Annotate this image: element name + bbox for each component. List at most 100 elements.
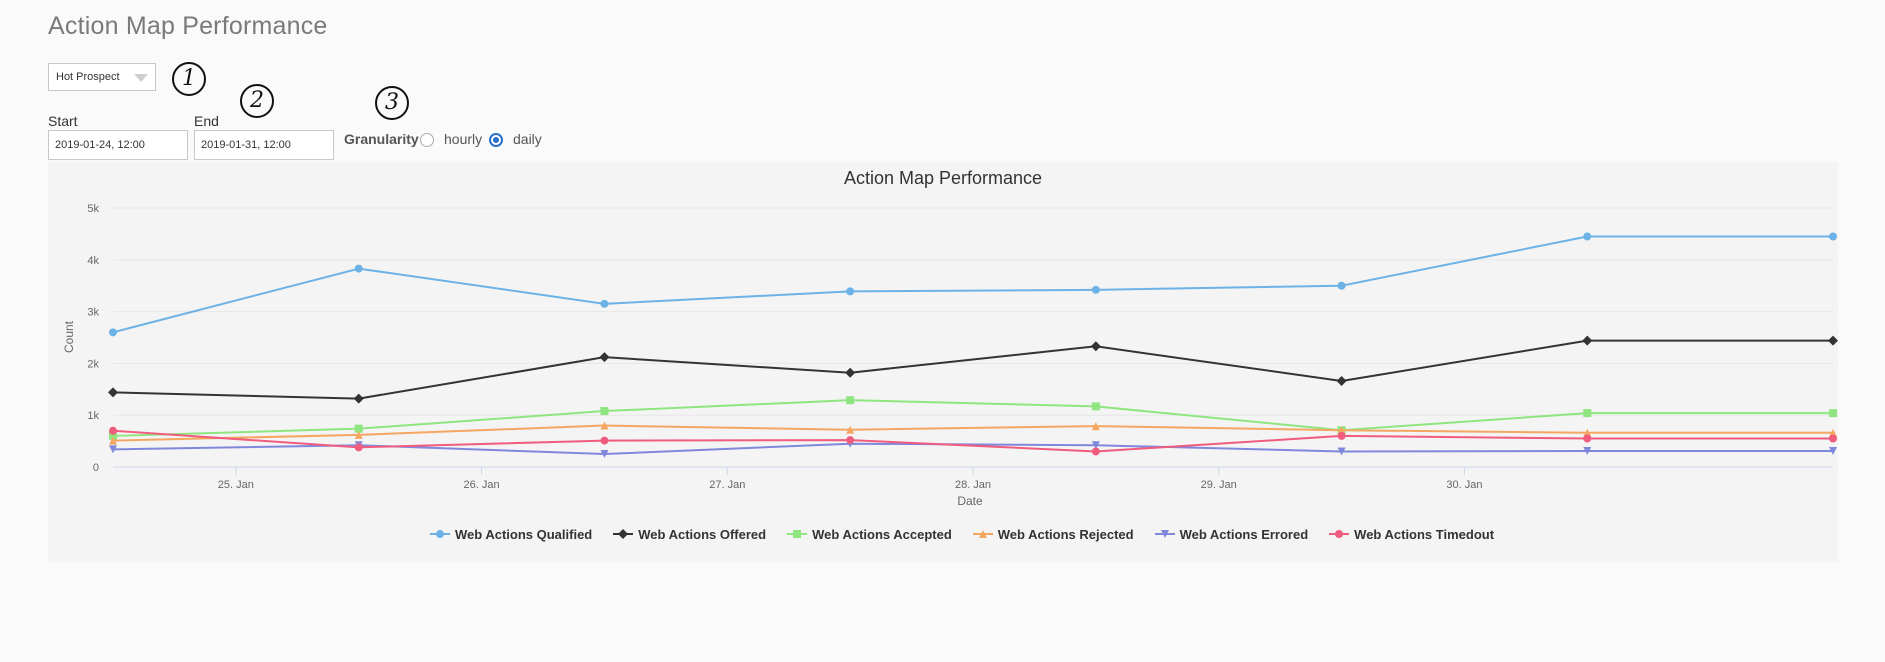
data-point: [1583, 434, 1592, 443]
granularity-daily-label[interactable]: daily: [513, 131, 542, 147]
strategy-select[interactable]: Hot Prospect: [48, 63, 156, 91]
legend-symbol: [972, 530, 993, 538]
x-tick-label: 25. Jan: [218, 479, 254, 491]
data-point: [354, 443, 363, 452]
data-point: [109, 445, 117, 454]
chevron-down-icon[interactable]: [134, 74, 148, 82]
data-point: [109, 328, 117, 337]
data-point: [1829, 446, 1837, 455]
legend-item-web-actions-accepted[interactable]: Web Actions Accepted: [787, 527, 952, 542]
y-tick-label: 3k: [87, 307, 99, 319]
data-point: [109, 431, 117, 440]
data-point: [845, 367, 856, 378]
legend-label: Web Actions Rejected: [997, 526, 1134, 542]
legend-marker: [618, 529, 629, 539]
series-web-actions-offered: [108, 335, 1838, 404]
series-lines: [108, 232, 1838, 459]
series-web-actions-rejected: [109, 421, 1837, 445]
end-date-input[interactable]: 2019-01-31, 12:00: [194, 130, 334, 160]
annotation-marker-3: 3: [375, 86, 409, 120]
data-point: [354, 264, 363, 273]
legend-marker: [793, 530, 802, 538]
data-point: [354, 430, 363, 439]
data-point: [600, 299, 609, 308]
legend-label: Web Actions Offered: [638, 526, 767, 542]
x-axis-label: Date: [957, 494, 983, 508]
data-point: [109, 426, 117, 435]
granularity-hourly-radio[interactable]: [420, 133, 434, 147]
data-point: [1336, 376, 1347, 387]
chart-legend: Web Actions Qualified Web Actions Offered…: [430, 524, 1515, 544]
y-tick-label: 1k: [87, 410, 99, 422]
chart-panel: Action Map Performance Count Date 0 1k 2k 3…: [48, 162, 1838, 562]
series-line: [112, 235, 1833, 334]
series-web-actions-errored: [109, 439, 1837, 459]
data-point: [846, 436, 855, 445]
y-tick-label: 2k: [87, 358, 99, 370]
data-point: [1583, 428, 1592, 437]
data-point: [1828, 335, 1838, 346]
series-line: [112, 399, 1833, 437]
legend-marker: [978, 530, 987, 538]
granularity-label: Granularity: [344, 131, 419, 147]
series-line: [112, 339, 1833, 400]
strategy-select-value: Hot Prospect: [56, 71, 120, 83]
legend-marker: [436, 530, 444, 538]
page-title: Action Map Performance: [48, 12, 328, 40]
data-point: [600, 450, 609, 459]
data-point: [1337, 281, 1346, 290]
data-point: [600, 421, 609, 430]
x-tick-label: 28. Jan: [955, 479, 991, 491]
axes: 0 1k 2k 3k 4k 5k 25. Jan 26. Jan 27. Jan 28. Jan 2…: [87, 203, 1482, 491]
legend-item-web-actions-rejected[interactable]: Web Actions Rejected: [972, 526, 1134, 542]
series-line: [112, 429, 1833, 453]
data-point: [1583, 409, 1592, 418]
start-date-input[interactable]: 2019-01-24, 12:00: [48, 130, 188, 160]
data-point: [1582, 335, 1593, 346]
data-point: [1829, 428, 1837, 437]
data-point: [1337, 426, 1346, 435]
legend-item-web-actions-timedout[interactable]: Web Actions Timedout: [1329, 527, 1494, 542]
annotation-marker-2: 2: [240, 84, 274, 118]
data-point: [1091, 402, 1100, 411]
x-tick-label: 30. Jan: [1446, 479, 1482, 491]
data-point: [1337, 447, 1346, 456]
legend-symbol: [430, 530, 450, 538]
data-point: [846, 287, 855, 296]
data-point: [1829, 409, 1837, 418]
legend-item-web-actions-qualified[interactable]: Web Actions Qualified: [430, 527, 592, 542]
data-point: [1091, 422, 1100, 431]
granularity-hourly-label[interactable]: hourly: [444, 131, 483, 147]
data-point: [353, 393, 364, 404]
data-point: [1829, 434, 1837, 443]
data-point: [1091, 285, 1100, 294]
legend-label: Web Actions Errored: [1179, 526, 1309, 542]
granularity-daily-radio[interactable]: [489, 133, 503, 147]
data-point: [354, 424, 363, 433]
data-point: [846, 425, 855, 434]
end-label: End: [194, 113, 219, 129]
legend-symbol: [613, 529, 634, 539]
y-tick-label: 5k: [87, 203, 99, 215]
line-chart: Action Map Performance Count Date 0 1k 2k 3…: [62, 168, 1838, 508]
legend-label: Web Actions Timedout: [1354, 526, 1495, 542]
data-point: [1091, 441, 1100, 450]
legend-marker: [1160, 530, 1169, 538]
data-point: [1091, 447, 1100, 456]
series-web-actions-qualified: [109, 232, 1837, 337]
y-axis-label: Count: [62, 320, 76, 353]
start-label: Start: [48, 113, 78, 129]
data-point: [108, 387, 118, 398]
data-point: [600, 436, 609, 445]
data-point: [846, 396, 855, 405]
legend-item-web-actions-errored[interactable]: Web Actions Errored: [1154, 526, 1309, 542]
grid-lines: [113, 207, 1833, 468]
legend-label: Web Actions Qualified: [455, 526, 593, 542]
data-point: [109, 436, 117, 445]
data-point: [1090, 341, 1101, 352]
y-tick-label: 4k: [87, 255, 99, 267]
legend-item-web-actions-offered[interactable]: Web Actions Offered: [613, 527, 766, 542]
annotation-marker-1: 1: [172, 62, 206, 96]
data-point: [1829, 232, 1837, 241]
series-line: [112, 424, 1833, 442]
